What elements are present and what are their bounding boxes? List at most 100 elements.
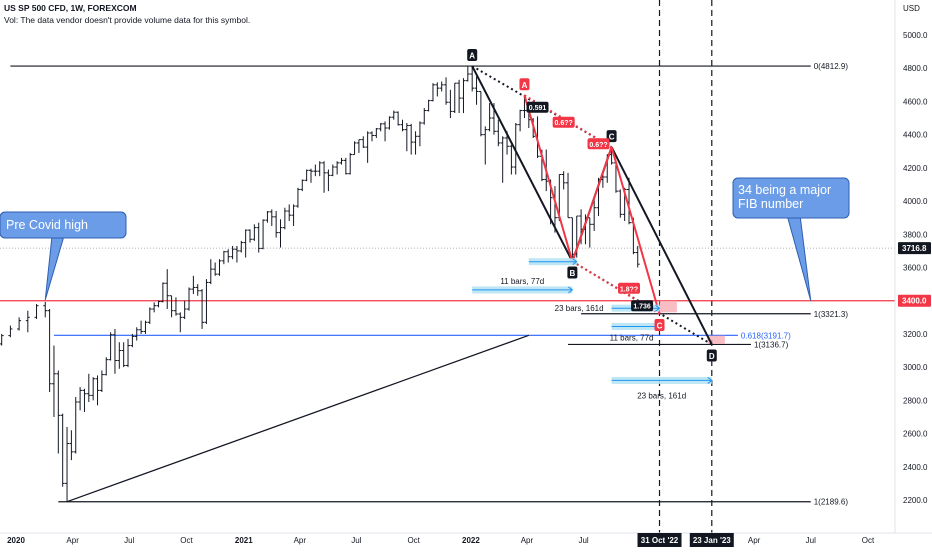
y-tick-label-13: 2400.0 [903,463,928,472]
candle-138 [618,189,623,218]
measure-label-1: 11 bars, 77d [500,277,544,286]
candle-36 [173,297,178,316]
candle-14 [78,387,83,411]
pattern-point-label-0: A [469,52,475,61]
candle-63 [291,204,296,226]
trend-line [66,334,530,503]
candle-23 [117,342,122,369]
candle-37 [178,312,183,333]
candle-96 [435,82,440,97]
candle-108 [487,103,492,132]
pattern-point-label-3: D [709,352,715,361]
candle-22 [112,328,117,374]
x-tick-label-11: 31 Oct '22 [641,536,679,545]
pattern-point-label-4: A [522,81,528,90]
candle-35 [169,295,174,318]
candle-26 [130,333,135,348]
candle-100 [452,82,457,114]
candle-21 [108,332,113,361]
x-tick-label-7: Oct [407,536,420,545]
ratio-badge-0 [526,101,549,113]
candle-25 [126,338,131,368]
target-zone-1 [707,335,725,344]
callout-right-box [732,177,850,219]
candle-84 [383,121,388,142]
y-tick-label-5: 4000.0 [903,197,928,206]
y-tick-label-9: 3200.0 [903,330,928,339]
candle-126 [566,172,571,219]
candle-4 [25,310,30,333]
volume-note: Vol: The data vendor doesn't provide vol… [4,15,251,25]
candle-30 [147,307,152,324]
ratio-badge-text-4: 1.736 [633,304,651,311]
x-tick-label-5: Apr [294,536,307,545]
candle-94 [426,99,431,112]
x-tick-label-2: Jul [124,536,134,545]
candle-18 [95,375,100,406]
candle-5 [34,304,39,319]
candle-71 [326,169,331,192]
candle-62 [287,204,292,221]
candle-59 [274,211,279,238]
candle-80 [365,131,370,163]
pattern-point-badge-4 [519,78,530,91]
candle-67 [308,168,313,183]
candle-27 [134,327,139,341]
pattern-red-leg-0 [523,95,574,262]
x-marker-bg-12 [689,533,734,547]
candle-93 [422,108,427,125]
candle-101 [457,79,462,114]
candle-15 [82,388,87,412]
candle-91 [413,131,418,155]
price-label-bg-0 [898,242,931,255]
candle-8 [51,345,56,417]
candle-33 [160,282,165,303]
candle-47 [221,250,226,265]
candle-81 [369,131,374,142]
measure-label-2: 23 bars, 161d [555,304,604,313]
measure-arrow-0 [572,258,578,266]
pattern-point-badge-0 [467,49,478,62]
candle-82 [374,128,379,138]
candle-89 [404,123,409,152]
candle-125 [561,171,566,190]
measure-arrow-4 [707,377,713,384]
candle-41 [195,284,200,296]
candle-66 [304,169,309,182]
pattern-point-badge-1 [567,266,578,279]
candle-106 [478,90,483,137]
ratio-badge-text-2: 0.6?? [589,142,607,149]
x-tick-label-0: 2020 [7,536,25,545]
candle-16 [86,373,91,403]
candle-2 [8,325,13,338]
candle-107 [483,126,488,165]
candle-115 [518,109,523,132]
pattern-point-label-5: C [657,322,663,331]
x-tick-label-3: Oct [180,536,193,545]
candle-50 [234,245,239,263]
candle-87 [396,111,401,126]
candle-31 [152,302,157,313]
candle-76 [348,152,353,175]
candle-29 [143,320,148,334]
price-label-text-0: 3716.8 [902,244,927,253]
candle-19 [99,370,104,393]
pattern-point-badge-5 [654,319,665,331]
candle-72 [330,164,335,177]
candle-75 [343,157,348,175]
x-tick-label-6: Jul [351,536,361,545]
candle-77 [352,141,357,156]
candle-111 [500,136,505,183]
candle-64 [295,187,300,208]
candle-40 [191,275,196,295]
y-tick-label-10: 3000.0 [903,363,928,372]
ratio-badge-3 [618,282,641,294]
x-tick-label-15: Oct [862,536,875,545]
candle-45 [213,262,218,276]
candle-61 [282,207,287,230]
candle-68 [313,164,318,177]
callout-fib-text: 34 being a major FIB number [738,183,831,211]
candle-73 [335,161,340,175]
